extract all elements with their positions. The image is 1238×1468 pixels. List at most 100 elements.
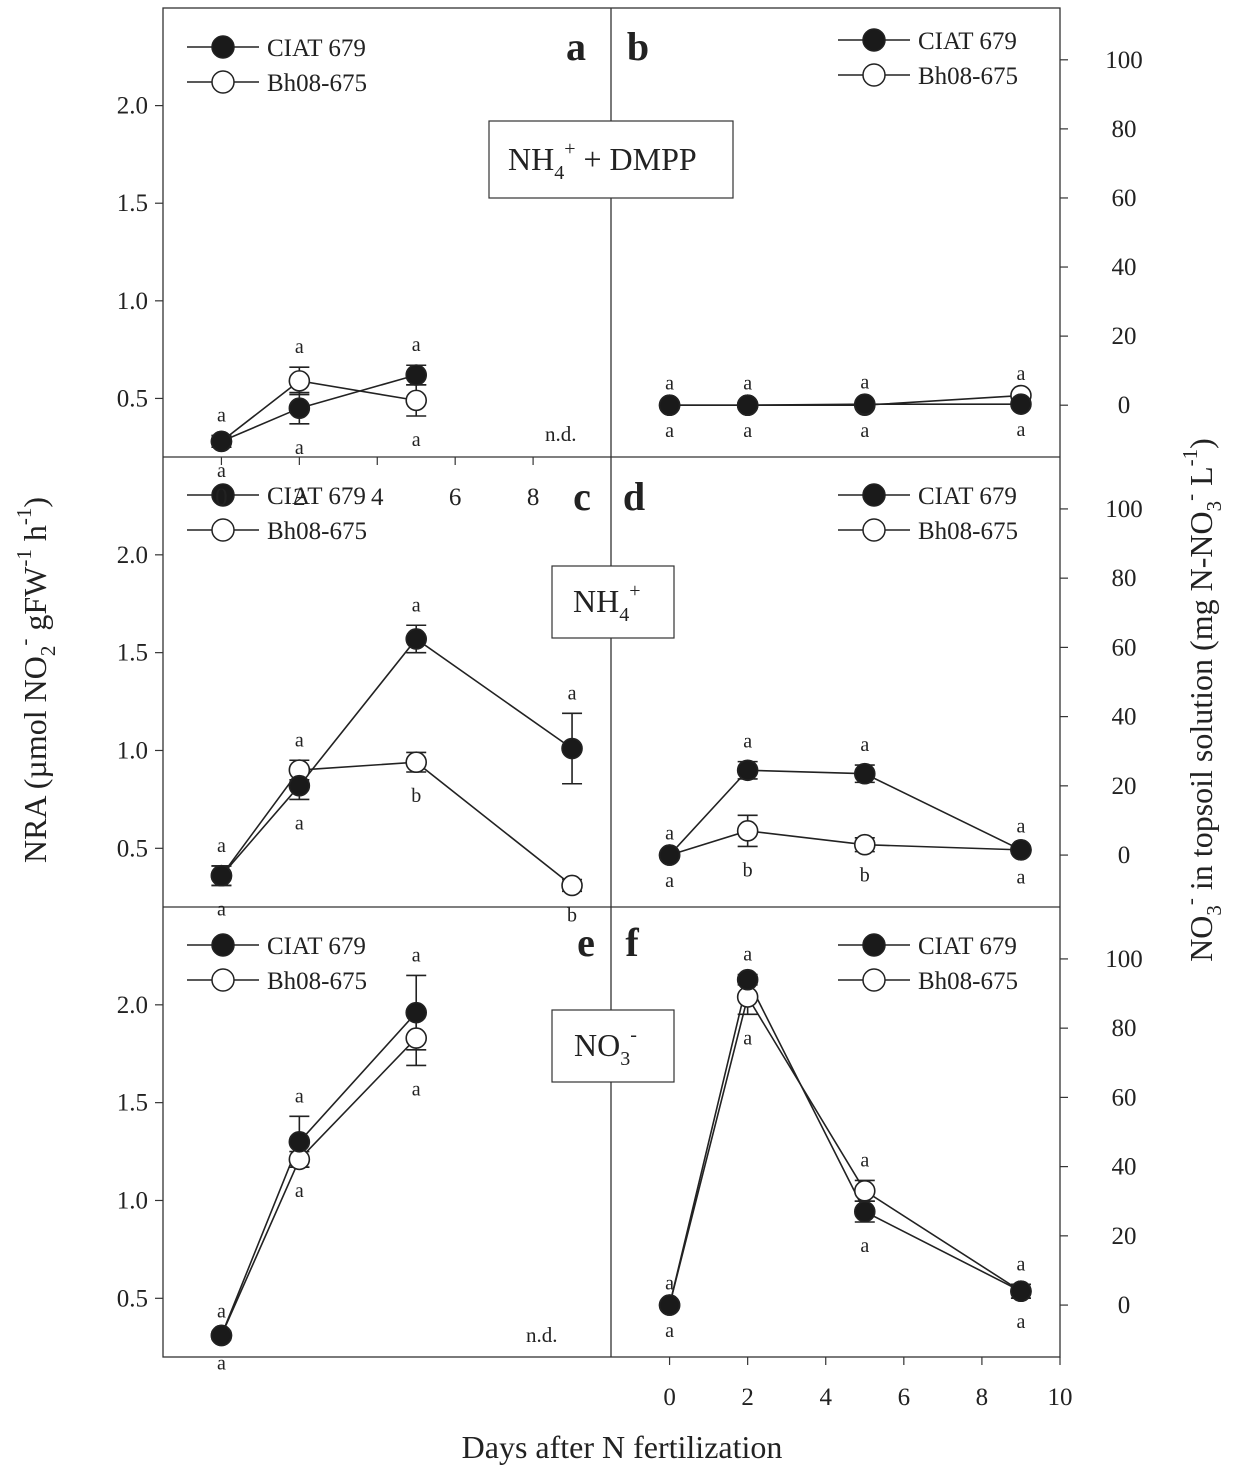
y-left-title-sup2: -1 xyxy=(12,549,36,567)
sig-letter-e-top: a xyxy=(412,944,421,966)
series-line-d-bh08 xyxy=(669,830,1021,856)
legend-label-f-1: CIAT 679 xyxy=(918,933,1017,960)
y-left-axis-title: NRA (µmol NO2- gFW-1 h-1) xyxy=(12,497,60,863)
data-point-b-ciat xyxy=(658,394,681,416)
axes: 0.51.01.52.00 2 4 6 80204060801000.51.01.52.… xyxy=(117,47,1143,1411)
series-line-a-ciat xyxy=(221,374,417,443)
svg-text:NO3-: NO3- xyxy=(574,1024,637,1070)
sig-letter-f-bottom: a xyxy=(665,1320,674,1342)
y-right-axis-title: NO3- in topsoil solution (mg N-NO3- L-1) xyxy=(1178,438,1226,962)
y-tick-label-c: 0.5 xyxy=(117,835,148,862)
sig-letter-a-top: a xyxy=(295,336,304,358)
y-tick-label-b: 40 xyxy=(1112,254,1137,281)
sig-letter-d-bottom: a xyxy=(1017,866,1026,888)
y-tick-label-f: 80 xyxy=(1112,1015,1137,1042)
y-tick-label-b: 20 xyxy=(1112,323,1137,350)
sig-letter-a-bottom: a xyxy=(412,429,421,451)
series-line-c-ciat xyxy=(220,637,573,877)
panel-letter-a: a xyxy=(566,24,586,69)
data-point-d-ciat xyxy=(736,759,759,782)
legend-marker-a-1 xyxy=(211,35,235,59)
y-left-title-sup3: -1 xyxy=(12,508,36,526)
sig-letter-c-top: a xyxy=(217,835,226,857)
sig-letter-d-bottom: b xyxy=(743,859,753,881)
sig-letter-f-bottom: a xyxy=(860,1235,869,1257)
y-tick-label-a: 0.5 xyxy=(117,385,148,412)
y-tick-label-d: 0 xyxy=(1118,842,1131,869)
sig-letter-b-top: a xyxy=(860,371,869,393)
sig-letter-f-bottom: a xyxy=(1017,1311,1026,1333)
y-tick-label-c: 2.0 xyxy=(117,542,148,569)
y-tick-label-e: 1.5 xyxy=(117,1090,148,1117)
y-tick-label-b: 80 xyxy=(1112,116,1137,143)
data-point-e-ciat xyxy=(210,1324,233,1347)
data-point-a-bh08 xyxy=(288,370,311,392)
data-point-c-ciat xyxy=(288,774,311,797)
y-right-title-p7: -1 xyxy=(1178,449,1202,467)
data-point-f-ciat xyxy=(853,1200,876,1223)
y-tick-label-b: 0 xyxy=(1118,392,1131,419)
legend-label-d-2: Bh08-675 xyxy=(918,518,1018,545)
data-point-b-ciat xyxy=(736,394,759,416)
legend-label-e-2: Bh08-675 xyxy=(267,968,367,995)
legend-label-e-1: CIAT 679 xyxy=(267,933,366,960)
legend-marker-f-2 xyxy=(862,968,886,992)
x-tick-label-a: 4 xyxy=(371,484,384,511)
sig-letter-f-top: a xyxy=(665,1272,674,1294)
y-tick-label-d: 60 xyxy=(1112,634,1137,661)
x-tick-label-f: 0 xyxy=(663,1384,676,1411)
series-line-e-bh08 xyxy=(220,1037,417,1336)
y-tick-label-f: 20 xyxy=(1112,1223,1137,1250)
y-tick-label-a: 1.0 xyxy=(117,288,148,315)
y-right-title-p3: in topsoil solution (mg N-NO xyxy=(1183,511,1219,898)
sig-letter-d-bottom: a xyxy=(665,870,674,892)
treatment-row1-main: NH xyxy=(508,141,554,177)
data-point-b-ciat xyxy=(853,393,876,415)
y-left-title-main: NRA (µmol NO xyxy=(17,656,53,863)
treatment-row3-main: NO xyxy=(574,1027,620,1063)
y-tick-label-b: 60 xyxy=(1112,185,1137,212)
sig-letter-b-top: a xyxy=(743,372,752,394)
y-tick-label-f: 40 xyxy=(1112,1154,1137,1181)
y-right-title-p4: 3 xyxy=(1202,501,1226,512)
y-tick-label-f: 100 xyxy=(1105,946,1143,973)
panel-letter-e: e xyxy=(577,920,595,965)
data-point-c-ciat xyxy=(561,737,583,760)
data-point-e-bh08 xyxy=(405,1027,428,1049)
treatment-box-row1: NH4+ + DMPP xyxy=(488,120,734,199)
sig-letter-e-bottom: a xyxy=(412,1078,421,1100)
x-tick-label-f: 6 xyxy=(898,1384,911,1411)
sig-letter-c-bottom: b xyxy=(567,904,577,926)
sig-letter-d-top: a xyxy=(1017,815,1026,837)
sig-letter-f-bottom: a xyxy=(743,1027,752,1049)
legend-marker-e-1 xyxy=(211,933,235,957)
sig-letter-d-top: a xyxy=(665,822,674,844)
data-point-f-bh08 xyxy=(853,1180,876,1202)
series-line-f-bh08 xyxy=(668,994,1022,1306)
svg-text:NH4+: NH4+ xyxy=(573,580,641,626)
y-tick-label-f: 0 xyxy=(1118,1292,1131,1319)
data-point-c-bh08 xyxy=(561,874,583,897)
data-point-c-ciat xyxy=(210,864,233,887)
y-tick-label-d: 20 xyxy=(1112,773,1137,800)
y-tick-label-c: 1.5 xyxy=(117,640,148,667)
data-point-a-bh08 xyxy=(405,389,428,412)
data-point-d-bh08 xyxy=(736,820,759,842)
y-tick-label-e: 2.0 xyxy=(117,992,148,1019)
y-tick-label-e: 1.0 xyxy=(117,1187,148,1214)
y-tick-label-d: 100 xyxy=(1105,496,1143,523)
legend-marker-f-1 xyxy=(862,933,886,957)
y-right-title-p1: 3 xyxy=(1202,905,1226,916)
svg-text:NH4+ + DMPP: NH4+ + DMPP xyxy=(508,138,697,184)
sig-letter-e-bottom: a xyxy=(217,1352,226,1374)
y-left-title-unit2: h xyxy=(17,525,53,549)
sig-letter-c-top: a xyxy=(568,682,577,704)
sig-letter-d-top: a xyxy=(860,734,869,756)
legend-label-d-1: CIAT 679 xyxy=(918,483,1017,510)
data-point-e-ciat xyxy=(405,1001,428,1024)
legend-label-a-1: CIAT 679 xyxy=(267,35,366,62)
y-tick-label-f: 60 xyxy=(1112,1084,1137,1111)
legend-marker-e-2 xyxy=(211,968,235,992)
x-tick-label-a: 0 xyxy=(215,484,228,511)
